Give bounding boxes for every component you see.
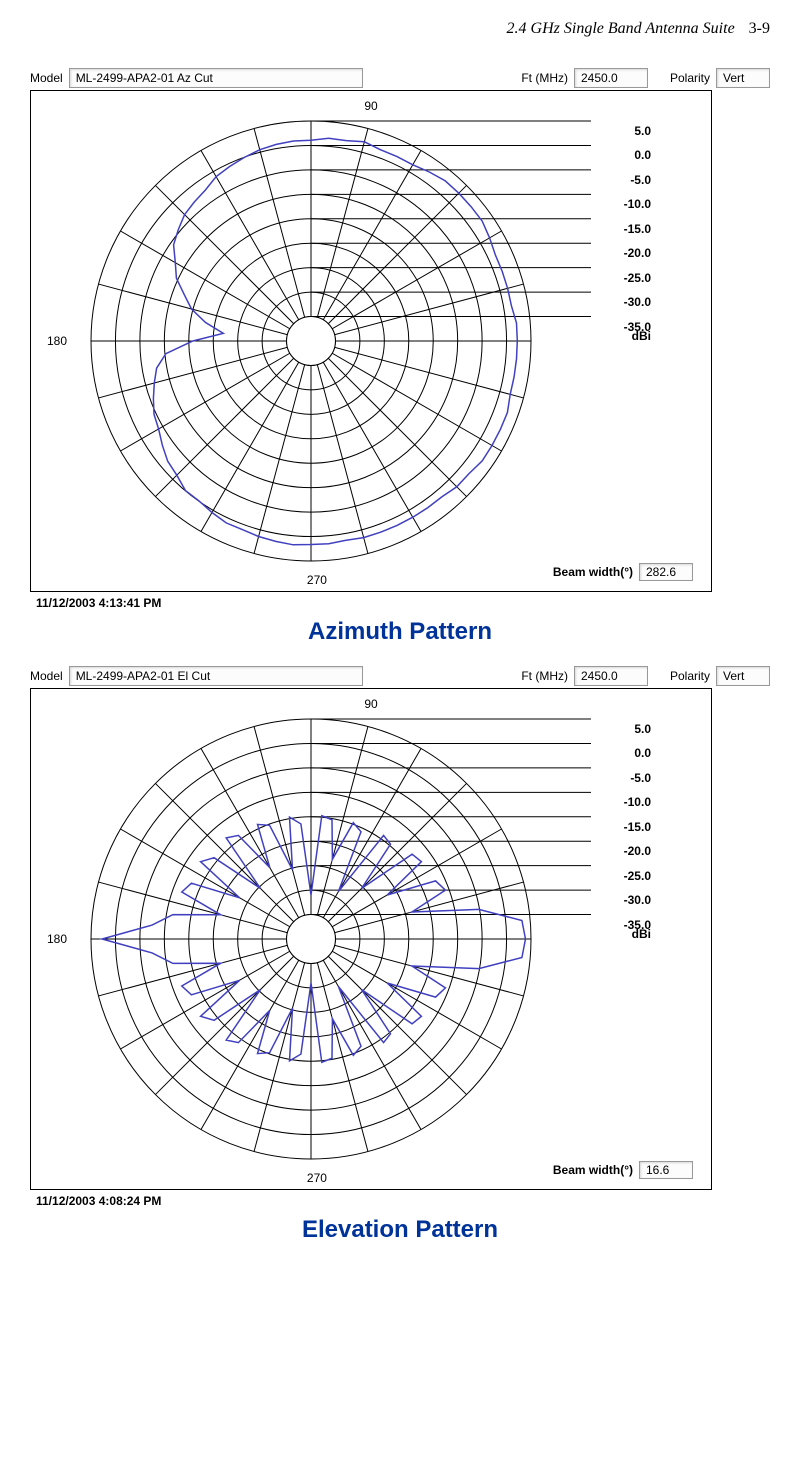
elevation-meta-row: Model ML-2499-APA2-01 El Cut Ft (MHz) 24… (30, 666, 770, 686)
ring-label: -20.0 (624, 844, 651, 858)
ft-label: Ft (MHz) (521, 669, 568, 683)
model-label: Model (30, 71, 63, 85)
ring-label: 0.0 (634, 148, 651, 162)
azimuth-meta-row: Model ML-2499-APA2-01 Az Cut Ft (MHz) 24… (30, 68, 770, 88)
ft-label: Ft (MHz) (521, 71, 568, 85)
ring-label: -30.0 (624, 893, 651, 907)
polarity-label: Polarity (670, 71, 710, 85)
page-header: 2.4 GHz Single Band Antenna Suite 3-9 (30, 20, 770, 38)
ring-label: -15.0 (624, 222, 651, 236)
elevation-chart-frame: 90 270 180 5.0 0.0 -5.0 -10.0 -15.0 -20.0 -25.… (30, 688, 712, 1190)
angle-90-label: 90 (364, 697, 377, 711)
azimuth-chart-frame: 90 270 180 5.0 0.0 -5.0 -10.0 -15.0 -20.0 -25.… (30, 90, 712, 592)
azimuth-chart-block: Model ML-2499-APA2-01 Az Cut Ft (MHz) 24… (30, 68, 770, 646)
ring-label: -10.0 (624, 795, 651, 809)
azimuth-timestamp: 11/12/2003 4:13:41 PM (36, 596, 770, 610)
ring-label: -20.0 (624, 246, 651, 260)
ring-label: 0.0 (634, 746, 651, 760)
azimuth-beam-value: 282.6 (639, 563, 693, 581)
elevation-title: Elevation Pattern (30, 1216, 770, 1244)
elevation-beam-value: 16.6 (639, 1161, 693, 1179)
ring-label: -30.0 (624, 295, 651, 309)
azimuth-polar-plot (31, 91, 711, 591)
angle-270-label: 270 (307, 1171, 327, 1185)
ring-label: -15.0 (624, 820, 651, 834)
unit-label: dBi (632, 329, 651, 343)
ring-label: -10.0 (624, 197, 651, 211)
angle-180-label: 180 (47, 932, 67, 946)
azimuth-ft-box: 2450.0 (574, 68, 648, 88)
beam-width-label: Beam width(°) (553, 1163, 633, 1177)
ring-label: 5.0 (634, 722, 651, 736)
angle-90-label: 90 (364, 99, 377, 113)
elevation-polarity-box: Vert (716, 666, 770, 686)
beam-width-label: Beam width(°) (553, 565, 633, 579)
ring-label: -5.0 (630, 173, 651, 187)
polarity-label: Polarity (670, 669, 710, 683)
elevation-model-box: ML-2499-APA2-01 El Cut (69, 666, 363, 686)
elevation-beam-row: Beam width(°) 16.6 (553, 1161, 693, 1179)
angle-180-label: 180 (47, 334, 67, 348)
ring-label: -25.0 (624, 271, 651, 285)
header-title: 2.4 GHz Single Band Antenna Suite (507, 20, 735, 37)
elevation-polar-plot (31, 689, 711, 1189)
ring-label: -5.0 (630, 771, 651, 785)
ring-label: 5.0 (634, 124, 651, 138)
unit-label: dBi (632, 927, 651, 941)
model-label: Model (30, 669, 63, 683)
elevation-timestamp: 11/12/2003 4:08:24 PM (36, 1194, 770, 1208)
azimuth-title: Azimuth Pattern (30, 618, 770, 646)
page-number: 3-9 (749, 20, 770, 37)
azimuth-model-box: ML-2499-APA2-01 Az Cut (69, 68, 363, 88)
elevation-chart-block: Model ML-2499-APA2-01 El Cut Ft (MHz) 24… (30, 666, 770, 1244)
azimuth-polarity-box: Vert (716, 68, 770, 88)
azimuth-beam-row: Beam width(°) 282.6 (553, 563, 693, 581)
angle-270-label: 270 (307, 573, 327, 587)
ring-label: -25.0 (624, 869, 651, 883)
elevation-ft-box: 2450.0 (574, 666, 648, 686)
